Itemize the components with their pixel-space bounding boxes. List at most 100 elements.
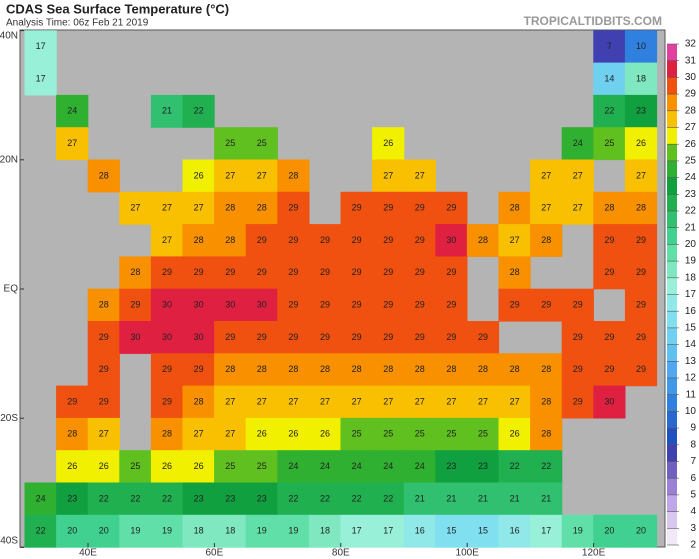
sst-label: 27 bbox=[194, 203, 204, 213]
sst-label: 28 bbox=[288, 364, 298, 374]
sst-label: 27 bbox=[636, 170, 646, 180]
sst-label: 28 bbox=[320, 364, 330, 374]
sst-label: 28 bbox=[541, 364, 551, 374]
sst-label: 24 bbox=[352, 461, 362, 471]
lon-label: 80E bbox=[332, 548, 350, 559]
colorbar-label: 16 bbox=[685, 306, 697, 317]
lat-label: 20S bbox=[0, 413, 18, 424]
sst-label: 27 bbox=[415, 396, 425, 406]
sst-label: 29 bbox=[288, 267, 298, 277]
colorbar-label: 12 bbox=[685, 373, 697, 384]
sst-cell bbox=[466, 482, 500, 516]
sst-cell bbox=[24, 514, 57, 548]
sst-cell bbox=[372, 385, 405, 419]
sst-cell bbox=[245, 321, 278, 354]
sst-label: 29 bbox=[352, 235, 362, 245]
sst-cell bbox=[308, 417, 342, 451]
sst-label: 23 bbox=[446, 461, 456, 471]
sst-cell bbox=[340, 256, 373, 290]
sst-label: 17 bbox=[36, 73, 46, 83]
sst-cell bbox=[561, 353, 594, 387]
sst-label: 28 bbox=[352, 364, 362, 374]
sst-cell bbox=[498, 191, 531, 225]
sst-label: 29 bbox=[604, 364, 614, 374]
sst-cell bbox=[624, 256, 658, 290]
sst-label: 30 bbox=[194, 300, 204, 310]
sst-cell bbox=[150, 417, 184, 451]
sst-cell bbox=[624, 288, 658, 322]
colorbar-swatch bbox=[667, 344, 677, 362]
colorbar-swatch bbox=[667, 294, 677, 312]
sst-cell bbox=[245, 385, 278, 419]
sst-label: 30 bbox=[225, 300, 235, 310]
sst-label: 28 bbox=[194, 396, 204, 406]
sst-cell bbox=[624, 224, 658, 257]
sst-cell bbox=[308, 514, 342, 548]
colorbar-swatch bbox=[667, 94, 677, 111]
colorbar-label: 7 bbox=[690, 456, 696, 467]
colorbar-label: 13 bbox=[685, 356, 697, 367]
sst-label: 29 bbox=[446, 203, 456, 213]
sst-label: 17 bbox=[352, 526, 362, 536]
sst-label: 22 bbox=[36, 526, 46, 536]
sst-cell bbox=[87, 321, 120, 354]
sst-cell bbox=[372, 256, 405, 290]
sst-cell bbox=[308, 353, 342, 387]
sst-cell bbox=[56, 450, 89, 484]
lon-label: 60E bbox=[206, 548, 224, 559]
sst-cell bbox=[87, 288, 120, 322]
colorbar-label: 19 bbox=[685, 256, 697, 267]
sst-label: 28 bbox=[225, 364, 235, 374]
sst-label: 27 bbox=[225, 170, 235, 180]
sst-cell bbox=[119, 288, 152, 322]
sst-cell bbox=[403, 385, 436, 419]
sst-label: 27 bbox=[510, 235, 520, 245]
sst-cell bbox=[403, 450, 436, 484]
sst-cell bbox=[340, 191, 373, 225]
sst-label: 29 bbox=[415, 235, 425, 245]
sst-cell bbox=[372, 514, 405, 548]
sst-cell bbox=[150, 94, 184, 128]
lat-label: 20N bbox=[0, 154, 18, 165]
sst-cell bbox=[56, 514, 89, 548]
sst-label: 17 bbox=[383, 526, 393, 536]
sst-label: 28 bbox=[478, 364, 488, 374]
colorbar-label: 10 bbox=[685, 406, 697, 417]
sst-cell bbox=[245, 353, 278, 387]
sst-label: 28 bbox=[99, 170, 109, 180]
sst-label: 29 bbox=[415, 203, 425, 213]
sst-cell bbox=[403, 353, 436, 387]
colorbar-swatch bbox=[667, 378, 677, 395]
sst-cell bbox=[340, 321, 373, 354]
sst-cell bbox=[150, 288, 184, 322]
sst-label: 24 bbox=[573, 138, 583, 148]
sst-label: 26 bbox=[510, 429, 520, 439]
sst-cell bbox=[530, 482, 563, 516]
sst-cell bbox=[277, 514, 310, 548]
sst-label: 28 bbox=[257, 364, 267, 374]
sst-cell bbox=[245, 159, 278, 193]
colorbar-label: 25 bbox=[685, 156, 697, 167]
sst-cell bbox=[245, 450, 278, 484]
sst-cell bbox=[277, 224, 310, 257]
sst-cell bbox=[214, 127, 247, 161]
sst-cell bbox=[245, 127, 278, 161]
sst-cell bbox=[435, 417, 468, 451]
colorbar-label: 9 bbox=[690, 423, 696, 434]
colorbar-swatch bbox=[667, 127, 677, 145]
colorbar-label: 29 bbox=[685, 89, 697, 100]
sst-cell bbox=[340, 514, 373, 548]
sst-cell bbox=[530, 385, 563, 419]
sst-label: 26 bbox=[320, 429, 330, 439]
colorbar-label: 5 bbox=[690, 490, 696, 501]
colorbar-label: 24 bbox=[685, 172, 697, 183]
colorbar-label: 30 bbox=[685, 72, 697, 83]
sst-label: 29 bbox=[257, 267, 267, 277]
sst-cell bbox=[214, 159, 247, 193]
sst-cell bbox=[150, 353, 184, 387]
sst-cell bbox=[340, 417, 373, 451]
sst-cell bbox=[182, 94, 215, 128]
sst-label: 28 bbox=[162, 429, 172, 439]
sst-cell bbox=[119, 191, 152, 225]
